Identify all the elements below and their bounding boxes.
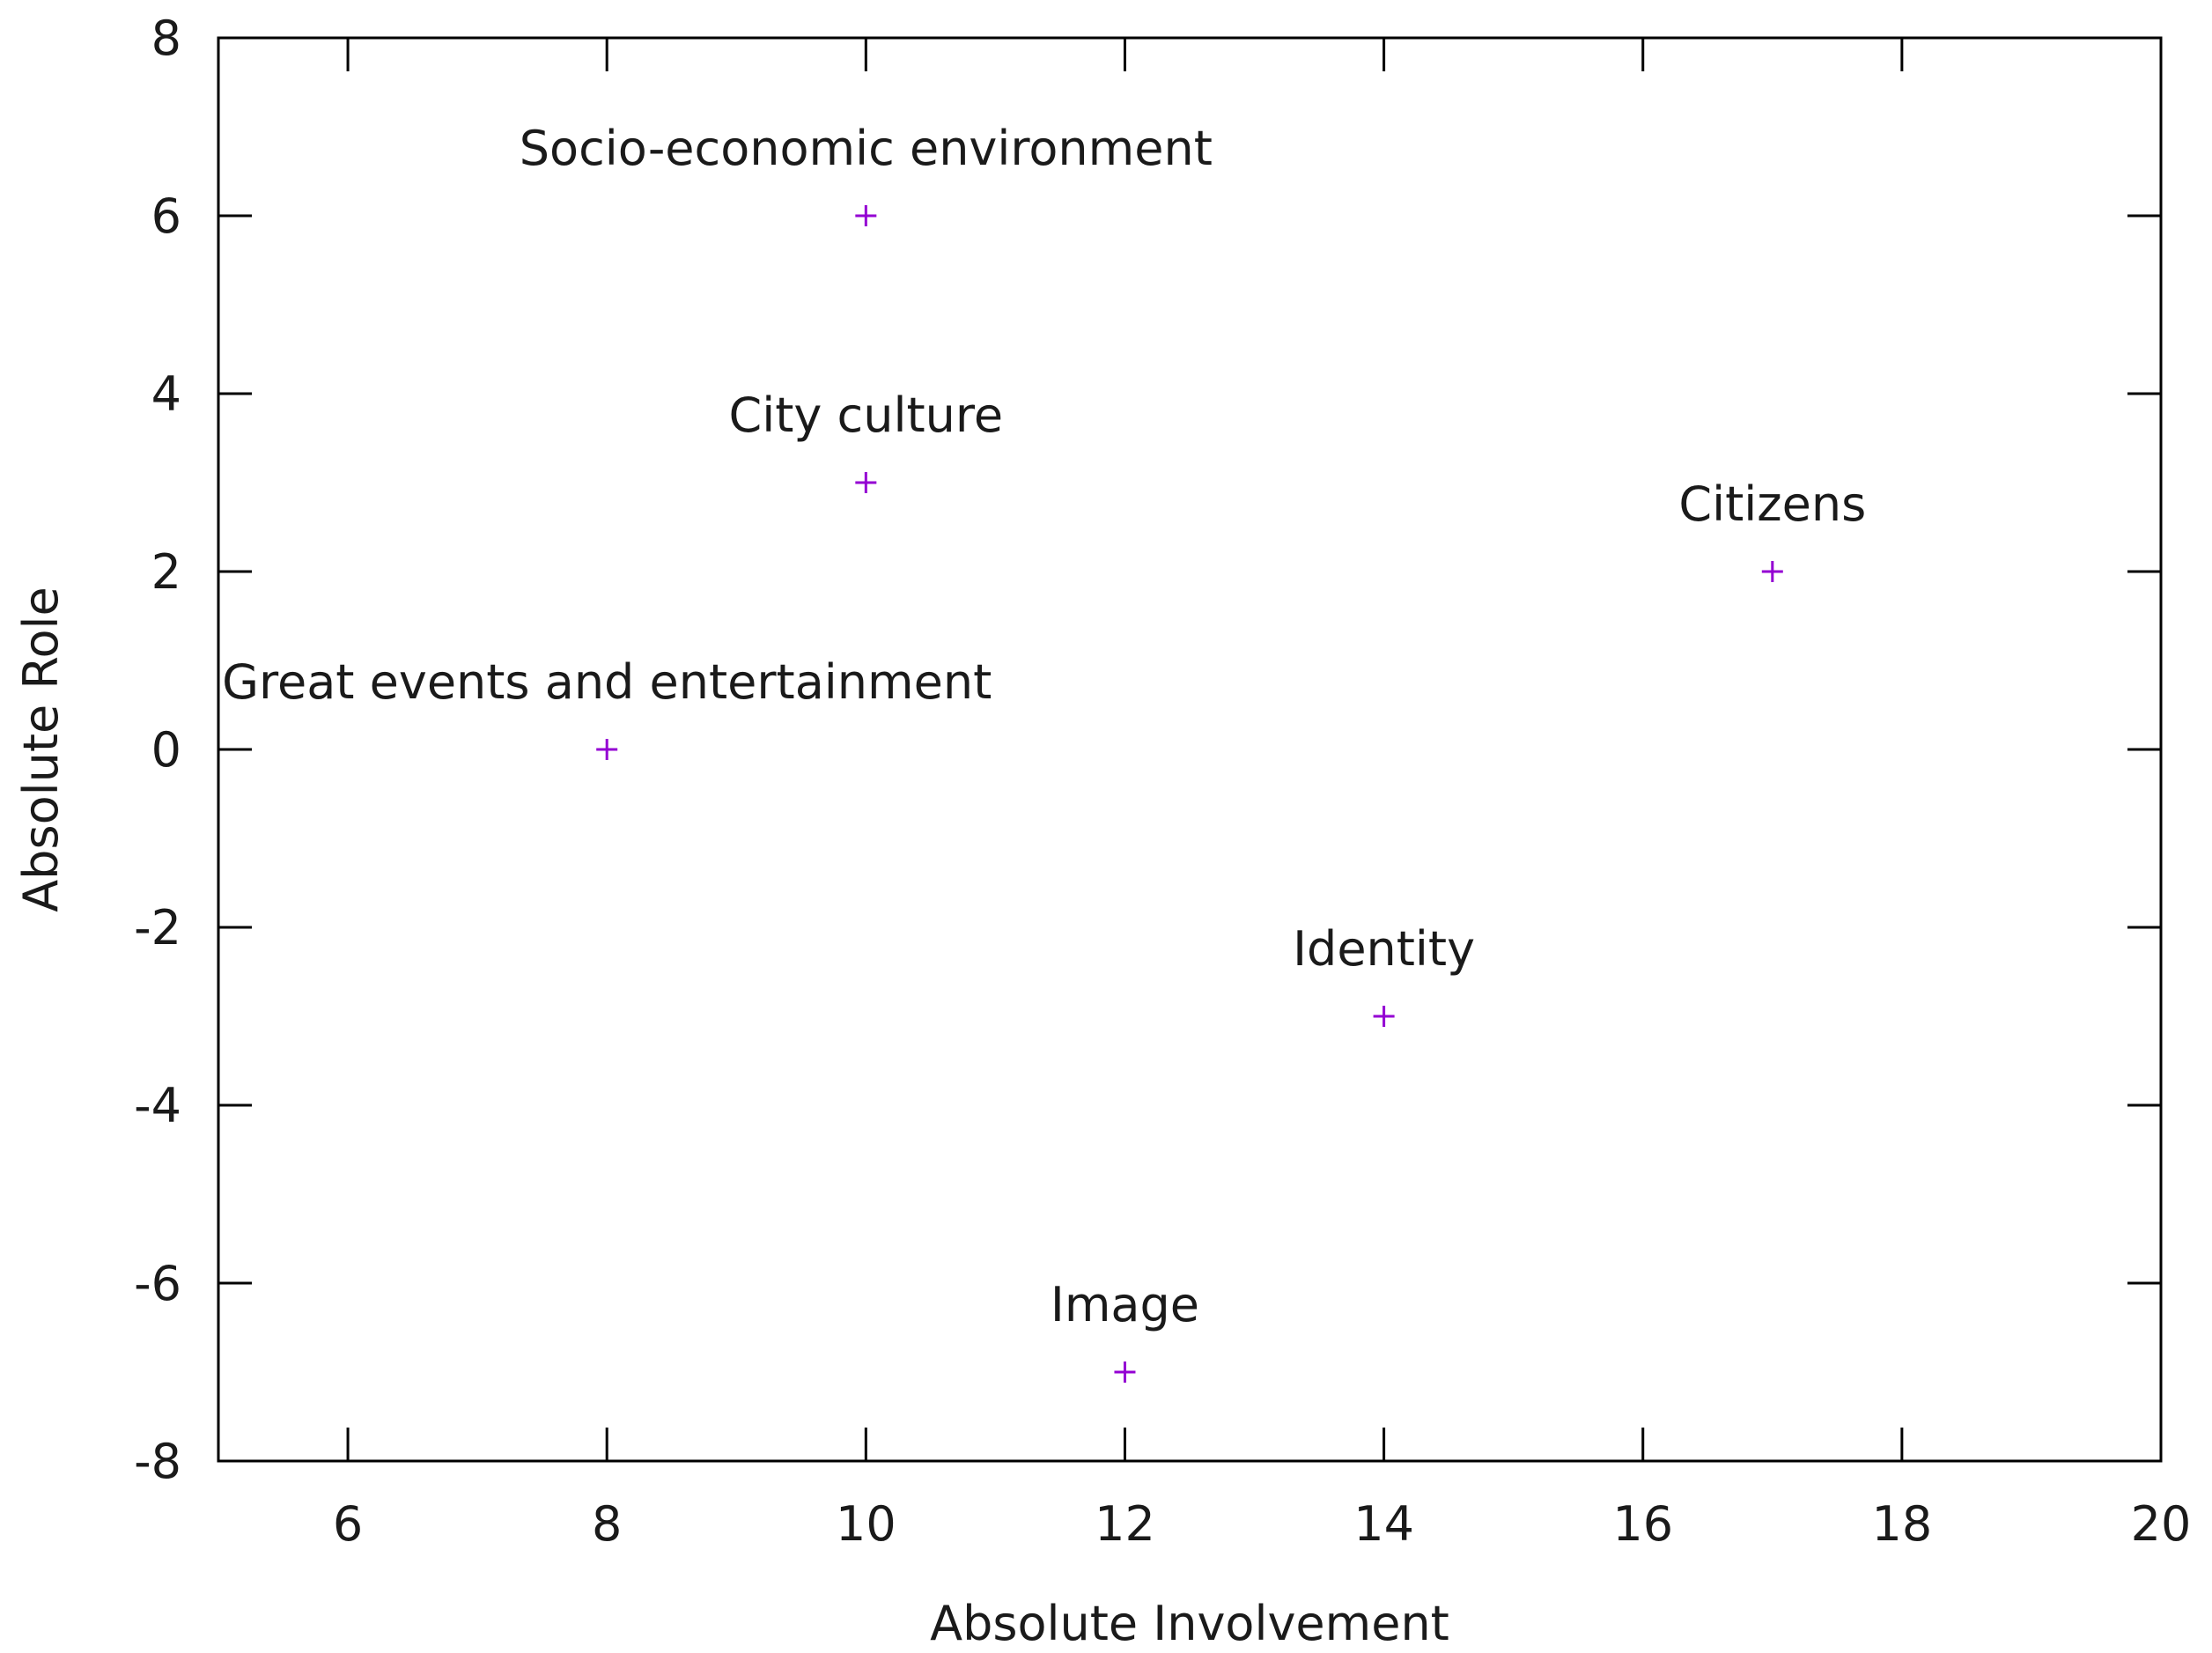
y-tick-label: 2 [151, 544, 181, 600]
data-point: Citizens [1678, 476, 1866, 582]
y-tick-label: -4 [134, 1078, 181, 1133]
point-label: Socio-economic environment [520, 121, 1213, 176]
data-point: Identity [1293, 921, 1475, 1027]
point-label: City culture [729, 387, 1004, 443]
x-axis-title: Absolute Involvement [930, 1596, 1449, 1651]
x-tick-label: 14 [1353, 1496, 1414, 1552]
x-tick-label: 16 [1612, 1496, 1673, 1552]
x-tick-label: 6 [333, 1496, 363, 1552]
data-point: Socio-economic environment [520, 121, 1213, 226]
y-tick-label: 0 [151, 722, 181, 778]
data-point: Great events and entertainment [222, 654, 992, 760]
x-tick-label: 8 [592, 1496, 622, 1552]
y-tick-label: 8 [151, 11, 181, 66]
x-tick-label: 18 [1872, 1496, 1933, 1552]
data-point: City culture [729, 387, 1004, 493]
point-label: Great events and entertainment [222, 654, 992, 710]
axis-ticks [218, 36, 2163, 1463]
y-tick-label: 6 [151, 188, 181, 244]
data-points: Socio-economic environment City culture Ci… [222, 121, 1866, 1383]
y-axis-title: Absolute Role [13, 587, 69, 912]
y-tick-label: -8 [134, 1434, 181, 1489]
y-tick-label: 4 [151, 366, 181, 422]
point-label: Citizens [1678, 476, 1866, 532]
point-label: Image [1051, 1277, 1199, 1332]
y-tick-label: -2 [134, 900, 181, 956]
tick-labels: 6 8 10 12 14 16 18 20 -8 -6 -4 -2 0 2 4 6 8 [134, 11, 2191, 1552]
point-label: Identity [1293, 921, 1475, 977]
data-point: Image [1051, 1277, 1199, 1383]
y-tick-label: -6 [134, 1256, 181, 1311]
x-tick-label: 20 [2131, 1496, 2192, 1552]
x-tick-label: 12 [1095, 1496, 1155, 1552]
plot-frame [217, 36, 2163, 1463]
x-tick-label: 10 [836, 1496, 896, 1552]
